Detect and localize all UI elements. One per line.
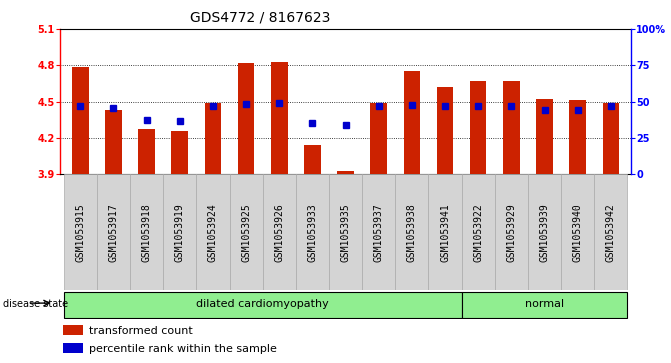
Bar xyxy=(63,325,83,335)
Bar xyxy=(561,174,595,290)
Bar xyxy=(495,174,528,290)
Bar xyxy=(63,343,83,354)
Text: GSM1053941: GSM1053941 xyxy=(440,203,450,262)
Bar xyxy=(536,99,553,174)
Bar xyxy=(138,130,155,174)
Bar xyxy=(130,174,163,290)
Bar xyxy=(470,81,486,174)
Text: GDS4772 / 8167623: GDS4772 / 8167623 xyxy=(190,11,330,25)
Bar xyxy=(462,292,627,318)
Bar xyxy=(238,63,254,174)
Text: GSM1053935: GSM1053935 xyxy=(341,203,350,262)
Bar xyxy=(105,110,121,174)
Bar xyxy=(229,174,262,290)
Text: GSM1053918: GSM1053918 xyxy=(142,203,152,262)
Bar xyxy=(429,174,462,290)
Bar xyxy=(163,174,197,290)
Text: GSM1053937: GSM1053937 xyxy=(374,203,384,262)
Bar xyxy=(437,87,454,174)
Bar xyxy=(64,292,462,318)
Text: dilated cardiomyopathy: dilated cardiomyopathy xyxy=(197,299,329,309)
Text: GSM1053924: GSM1053924 xyxy=(208,203,218,262)
Text: GSM1053915: GSM1053915 xyxy=(75,203,85,262)
Text: GSM1053940: GSM1053940 xyxy=(572,203,582,262)
Bar xyxy=(64,174,97,290)
Bar xyxy=(271,62,288,174)
Bar xyxy=(462,174,495,290)
Text: transformed count: transformed count xyxy=(89,326,193,336)
Text: GSM1053933: GSM1053933 xyxy=(307,203,317,262)
Text: GSM1053929: GSM1053929 xyxy=(507,203,517,262)
Text: GSM1053917: GSM1053917 xyxy=(109,203,119,262)
Bar xyxy=(370,103,387,174)
Bar xyxy=(172,131,188,174)
Bar xyxy=(72,66,89,174)
Bar xyxy=(205,103,221,174)
Bar xyxy=(403,72,420,174)
Text: normal: normal xyxy=(525,299,564,309)
Text: GSM1053926: GSM1053926 xyxy=(274,203,285,262)
Bar xyxy=(197,174,229,290)
Text: GSM1053938: GSM1053938 xyxy=(407,203,417,262)
Text: GSM1053942: GSM1053942 xyxy=(606,203,616,262)
Text: disease state: disease state xyxy=(3,299,68,309)
Text: percentile rank within the sample: percentile rank within the sample xyxy=(89,344,276,354)
Bar xyxy=(329,174,362,290)
Text: GSM1053939: GSM1053939 xyxy=(539,203,550,262)
Bar xyxy=(395,174,429,290)
Bar xyxy=(304,145,321,174)
Bar xyxy=(570,101,586,174)
Text: GSM1053925: GSM1053925 xyxy=(241,203,251,262)
Text: GSM1053922: GSM1053922 xyxy=(473,203,483,262)
Bar xyxy=(262,174,296,290)
Bar xyxy=(595,174,627,290)
Text: GSM1053919: GSM1053919 xyxy=(174,203,185,262)
Bar xyxy=(528,174,561,290)
Bar xyxy=(296,174,329,290)
Bar xyxy=(97,174,130,290)
Bar xyxy=(362,174,395,290)
Bar xyxy=(603,103,619,174)
Bar xyxy=(503,81,519,174)
Bar xyxy=(338,171,354,174)
